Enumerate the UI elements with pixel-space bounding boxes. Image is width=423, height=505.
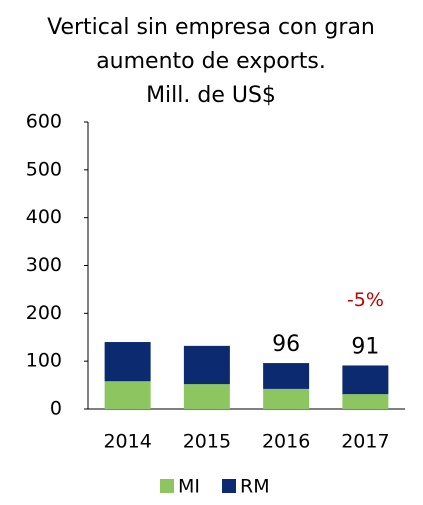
y-tick-label: 400: [26, 206, 62, 228]
chart-title: aumento de exports.: [96, 49, 326, 74]
bar-segment: [104, 381, 151, 409]
annotation: -5%: [347, 289, 384, 311]
bar-segment: [342, 365, 389, 395]
bar-segment: [263, 363, 310, 389]
x-tick-label: 2017: [341, 431, 389, 453]
y-tick-label: 200: [26, 302, 62, 324]
data-label: 96: [272, 332, 300, 357]
legend-swatch: [222, 479, 236, 493]
legend-label: RM: [240, 476, 270, 498]
y-tick-label: 0: [50, 398, 62, 420]
y-tick-label: 500: [26, 158, 62, 180]
y-tick-label: 600: [26, 111, 62, 133]
y-tick-label: 100: [26, 350, 62, 372]
bar-segment: [183, 384, 230, 409]
bar-segment: [104, 342, 151, 382]
bar-segment: [342, 394, 389, 409]
x-tick-label: 2016: [262, 431, 310, 453]
x-tick-label: 2015: [183, 431, 231, 453]
chart-title: Vertical sin empresa con gran: [47, 15, 375, 40]
legend-swatch: [160, 479, 174, 493]
chart-title: Mill. de US$: [146, 83, 276, 108]
bar-segment: [183, 345, 230, 385]
legend-label: MI: [178, 476, 200, 498]
data-label: 91: [351, 334, 379, 359]
bar-segment: [263, 388, 310, 409]
x-tick-label: 2014: [103, 431, 151, 453]
y-tick-label: 300: [26, 254, 62, 276]
